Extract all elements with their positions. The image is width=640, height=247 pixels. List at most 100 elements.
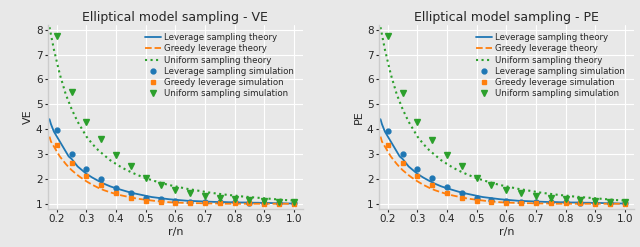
Greedy leverage theory (201, 202, 209, 205)
Uniform sampling theory (213, 192, 221, 195)
Greedy leverage theory (45, 135, 53, 138)
Uniform sampling theory (142, 177, 150, 180)
Greedy leverage simulation (97, 184, 105, 186)
Leverage sampling theory (62, 150, 70, 153)
Greedy leverage theory (404, 174, 412, 177)
Leverage sampling simulation (290, 202, 298, 205)
Uniform sampling theory (272, 198, 280, 201)
Uniform sampling simulation (444, 153, 451, 156)
Uniform sampling theory (579, 196, 587, 199)
Leverage sampling theory (497, 198, 504, 201)
Greedy leverage theory (586, 202, 593, 205)
Greedy leverage theory (562, 202, 570, 205)
Uniform sampling theory (278, 198, 285, 201)
Uniform sampling simulation (547, 196, 554, 199)
Uniform sampling theory (591, 197, 599, 200)
Uniform sampling theory (467, 174, 475, 177)
Uniform sampling theory (396, 100, 404, 103)
Leverage sampling theory (74, 165, 81, 168)
Uniform sampling simulation (532, 194, 540, 197)
Greedy leverage simulation (502, 201, 510, 204)
Leverage sampling theory (59, 145, 67, 148)
Uniform sampling theory (615, 199, 623, 202)
Greedy leverage theory (83, 180, 90, 183)
Uniform sampling simulation (216, 196, 223, 199)
X-axis label: r/n: r/n (168, 227, 183, 237)
Greedy leverage theory (183, 202, 191, 205)
Line: Greedy leverage theory: Greedy leverage theory (49, 137, 294, 204)
Uniform sampling simulation (68, 91, 76, 94)
Greedy leverage theory (172, 201, 179, 204)
Leverage sampling theory (399, 158, 406, 161)
Leverage sampling theory (177, 199, 185, 202)
Uniform sampling theory (172, 185, 179, 188)
Greedy leverage simulation (458, 197, 466, 200)
Uniform sampling theory (74, 120, 81, 123)
Greedy leverage theory (603, 202, 611, 205)
Leverage sampling simulation (68, 152, 76, 155)
Greedy leverage theory (538, 202, 546, 205)
Greedy leverage theory (136, 198, 143, 201)
Leverage sampling theory (609, 202, 617, 205)
Leverage sampling theory (124, 190, 132, 193)
Uniform sampling simulation (230, 197, 238, 200)
Leverage sampling theory (207, 200, 214, 203)
Uniform sampling theory (45, 26, 53, 29)
Greedy leverage simulation (157, 201, 164, 204)
Greedy leverage simulation (53, 144, 61, 147)
Uniform sampling simulation (172, 188, 179, 191)
Uniform sampling theory (62, 93, 70, 96)
Greedy leverage theory (71, 171, 79, 174)
Leverage sampling theory (201, 200, 209, 203)
Leverage sampling simulation (517, 200, 525, 203)
Leverage sampling simulation (488, 199, 495, 202)
Uniform sampling theory (260, 197, 268, 200)
Uniform sampling theory (243, 195, 250, 198)
Greedy leverage theory (532, 202, 540, 205)
Greedy leverage theory (390, 159, 397, 162)
Greedy leverage theory (396, 166, 404, 169)
Uniform sampling theory (177, 186, 185, 189)
Greedy leverage theory (413, 180, 421, 183)
Greedy leverage theory (284, 202, 292, 205)
Greedy leverage theory (77, 176, 84, 179)
Leverage sampling theory (77, 167, 84, 170)
Greedy leverage theory (80, 178, 88, 181)
Greedy leverage theory (189, 202, 197, 205)
Leverage sampling theory (56, 140, 64, 143)
Uniform sampling theory (497, 184, 504, 186)
Leverage sampling theory (376, 118, 384, 121)
Greedy leverage theory (59, 159, 67, 162)
Leverage sampling theory (579, 201, 587, 204)
Uniform sampling theory (266, 197, 274, 200)
Leverage sampling simulation (201, 201, 209, 204)
Uniform sampling theory (154, 180, 161, 183)
Leverage sampling theory (195, 200, 203, 203)
Uniform sampling theory (118, 166, 126, 169)
Leverage sampling theory (381, 130, 388, 133)
Greedy leverage theory (544, 202, 552, 205)
Greedy leverage theory (526, 202, 534, 205)
Leverage sampling simulation (97, 177, 105, 180)
Leverage sampling theory (556, 201, 563, 204)
Greedy leverage simulation (186, 202, 194, 205)
Greedy leverage simulation (142, 200, 150, 203)
Greedy leverage theory (497, 201, 504, 204)
Uniform sampling theory (532, 190, 540, 193)
Leverage sampling theory (390, 145, 397, 148)
Greedy leverage theory (376, 135, 384, 138)
Leverage sampling simulation (230, 201, 238, 204)
Uniform sampling simulation (562, 197, 570, 200)
Leverage sampling theory (71, 161, 79, 164)
Title: Elliptical model sampling - PE: Elliptical model sampling - PE (414, 11, 599, 23)
Leverage sampling theory (411, 170, 419, 173)
Greedy leverage theory (449, 194, 457, 197)
Greedy leverage theory (219, 202, 227, 205)
Greedy leverage theory (74, 174, 81, 177)
Leverage sampling theory (243, 201, 250, 204)
Greedy leverage theory (230, 202, 238, 205)
Greedy leverage theory (426, 186, 433, 189)
Greedy leverage theory (154, 200, 161, 203)
Greedy leverage simulation (428, 184, 436, 186)
Uniform sampling simulation (142, 177, 150, 180)
